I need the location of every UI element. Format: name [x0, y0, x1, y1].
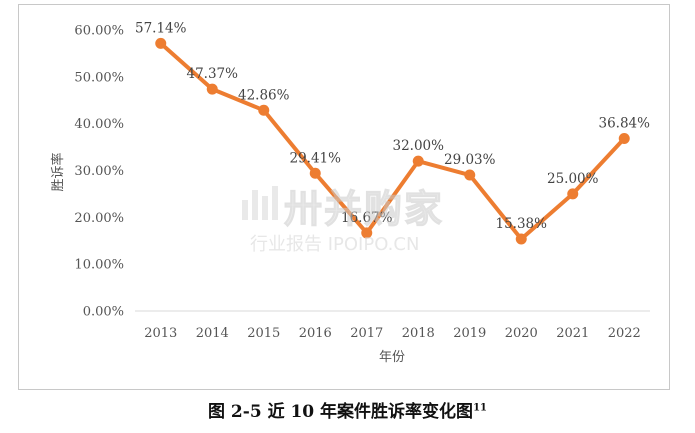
y-tick-label: 50.00%	[74, 70, 124, 85]
x-tick-label: 2016	[299, 326, 332, 341]
data-point	[309, 167, 321, 179]
x-axis-title: 年份	[379, 350, 405, 365]
x-tick-label: 2021	[556, 326, 589, 341]
y-tick-label: 10.00%	[74, 258, 124, 273]
data-label: 36.84%	[599, 115, 651, 131]
data-point	[258, 104, 270, 116]
data-point	[206, 83, 218, 95]
data-label: 29.41%	[290, 150, 342, 166]
x-tick-label: 2017	[350, 326, 383, 341]
data-point	[515, 233, 527, 245]
data-label: 32.00%	[393, 138, 445, 154]
x-tick-label: 2018	[402, 326, 435, 341]
caption-footnote: 11	[473, 402, 487, 414]
data-point	[567, 188, 579, 200]
x-tick-label: 2022	[608, 326, 641, 341]
data-label: 25.00%	[547, 171, 599, 187]
data-point	[412, 155, 424, 167]
y-tick-label: 0.00%	[83, 305, 124, 320]
y-tick-label: 30.00%	[74, 164, 124, 179]
data-label: 29.03%	[444, 152, 496, 168]
x-tick-label: 2013	[144, 326, 177, 341]
caption-text: 图 2-5 近 10 年案件胜诉率变化图	[208, 402, 474, 422]
y-tick-label: 20.00%	[74, 211, 124, 226]
x-tick-label: 2019	[453, 326, 486, 341]
y-tick-label: 40.00%	[74, 117, 124, 132]
x-tick-label: 2020	[505, 326, 538, 341]
figure-caption: 图 2-5 近 10 年案件胜诉率变化图11	[0, 397, 695, 422]
y-tick-label: 60.00%	[74, 24, 124, 39]
data-point	[464, 169, 476, 181]
y-axis-title: 胜诉率	[50, 152, 66, 191]
data-label: 47.37%	[187, 66, 239, 82]
data-point	[618, 132, 630, 144]
data-point	[155, 37, 167, 49]
data-label: 15.38%	[496, 216, 548, 232]
chart-frame	[18, 4, 670, 390]
x-tick-label: 2014	[196, 326, 229, 341]
data-point	[361, 227, 373, 239]
series-line	[159, 41, 626, 241]
x-tick-label: 2015	[247, 326, 280, 341]
data-label: 42.86%	[238, 87, 290, 103]
data-label: 57.14%	[135, 20, 187, 36]
data-label: 16.67%	[341, 210, 393, 226]
